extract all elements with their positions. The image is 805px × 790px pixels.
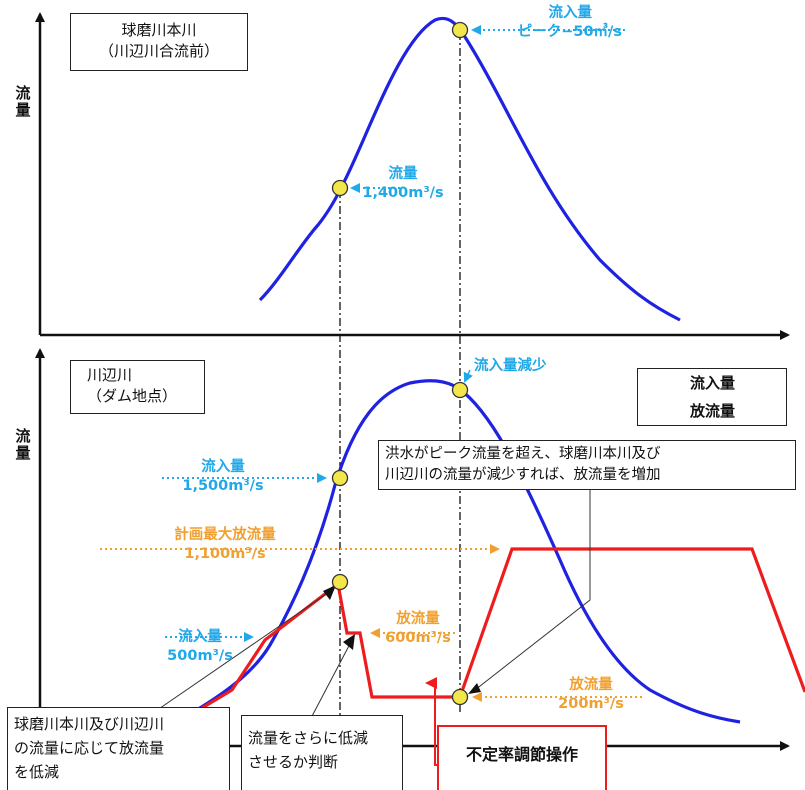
- inflow-1500-line2: 1,500m³/s: [182, 478, 264, 494]
- bottom-title-line1: 川辺川: [87, 366, 133, 384]
- planned-max-label: 計画最大放流量 1,100m³/s: [150, 526, 300, 564]
- outflow-line: [196, 547, 805, 713]
- top-axes: [35, 12, 790, 340]
- outflow-peak-marker: [331, 573, 349, 591]
- legend: 流入量 放流量: [637, 368, 787, 426]
- reduce-leader-arrowhead: [323, 585, 336, 600]
- top-y-axis-label: 流 量: [15, 84, 31, 119]
- top-panel-title: 球磨川本川 （川辺川合流前）: [70, 13, 248, 71]
- planned-max-line1: 計画最大放流量: [174, 527, 276, 543]
- reduce-callout-leader: [149, 589, 333, 716]
- mid-flow-label: 流量 1,400m³/s: [358, 165, 448, 203]
- planned-max-line2: 1,100m³/s: [184, 546, 266, 562]
- increase-callout-leader: [474, 480, 591, 691]
- increase-callout-line2: 川辺川の流量が減少すれば、放流量を増加: [385, 467, 661, 483]
- inflow-decrease-arrow: [463, 369, 473, 383]
- outflow-600-line2: 600m³/s: [385, 630, 451, 646]
- legend-outflow-label: 放流量: [690, 402, 736, 420]
- increase-callout-line1: 洪水がピーク流量を超え、球磨川本川及び: [385, 446, 661, 462]
- reduce-outflow-callout: 球磨川本川及び川辺川 の流量に応じて放流量 を低減: [7, 707, 230, 790]
- operation-label-box: 不定率調節操作: [437, 725, 607, 790]
- inflow-decrease-marker: [451, 381, 469, 399]
- judge-callout-line2: させるか判断: [248, 753, 339, 771]
- reduce-callout-line2: の流量に応じて放流量: [14, 739, 165, 757]
- outflow-200-marker: [451, 688, 469, 706]
- increase-outflow-callout: 洪水がピーク流量を超え、球磨川本川及び 川辺川の流量が減少すれば、放流量を増加: [378, 440, 796, 490]
- outflow-600-line1: 放流量: [396, 611, 440, 627]
- judge-leader-arrowhead: [343, 634, 355, 650]
- inflow-decrease-label: 流入量減少: [474, 358, 547, 374]
- inflow-500-line1: 流入量: [178, 629, 222, 645]
- inflow-1500-line1: 流入量: [201, 459, 245, 475]
- inflow-1500-marker: [331, 469, 349, 487]
- bottom-title-line2: （ダム地点）: [87, 387, 178, 405]
- inflow-1500-label: 流入量 1,500m³/s: [178, 458, 268, 496]
- peak-label-line2: ピーク−50㎥/s: [517, 24, 622, 40]
- outflow-200-line2: 200m³/s: [558, 696, 624, 712]
- reduce-callout-line1: 球磨川本川及び川辺川: [14, 715, 165, 733]
- top-title-line2: （川辺川合流前）: [98, 42, 219, 60]
- judge-callout-line1: 流量をさらに低減: [248, 729, 369, 747]
- outflow-200-label: 放流量 200m³/s: [548, 676, 634, 714]
- judge-reduction-callout: 流量をさらに低減 させるか判断: [241, 715, 403, 790]
- operation-label: 不定率調節操作: [465, 745, 578, 764]
- peak-label-line1: 流入量: [548, 5, 593, 21]
- top-title-line1: 球磨川本川: [121, 21, 197, 39]
- mid-label-line1: 流量: [388, 166, 418, 182]
- bottom-panel-title: 川辺川 （ダム地点）: [70, 360, 205, 414]
- reduce-callout-line3: を低減: [14, 763, 60, 781]
- outflow-200-line1: 放流量: [569, 677, 613, 693]
- inflow-500-line2: 500m³/s: [167, 648, 233, 664]
- mid-marker: [331, 179, 349, 197]
- peak-marker: [451, 21, 469, 39]
- increase-leader-arrowhead: [468, 683, 481, 694]
- inflow-500-label: 流入量 500m³/s: [158, 628, 242, 666]
- legend-inflow-label: 流入量: [690, 374, 736, 392]
- judge-callout-leader: [309, 639, 353, 721]
- bottom-y-axis-label: 流 量: [15, 427, 31, 462]
- top-inflow-curve: [258, 16, 681, 322]
- peak-label: 流入量 ピーク−50㎥/s: [492, 4, 622, 42]
- mid-label-line2: 1,400m³/s: [362, 185, 444, 201]
- outflow-600-label: 放流量 600m³/s: [375, 610, 461, 648]
